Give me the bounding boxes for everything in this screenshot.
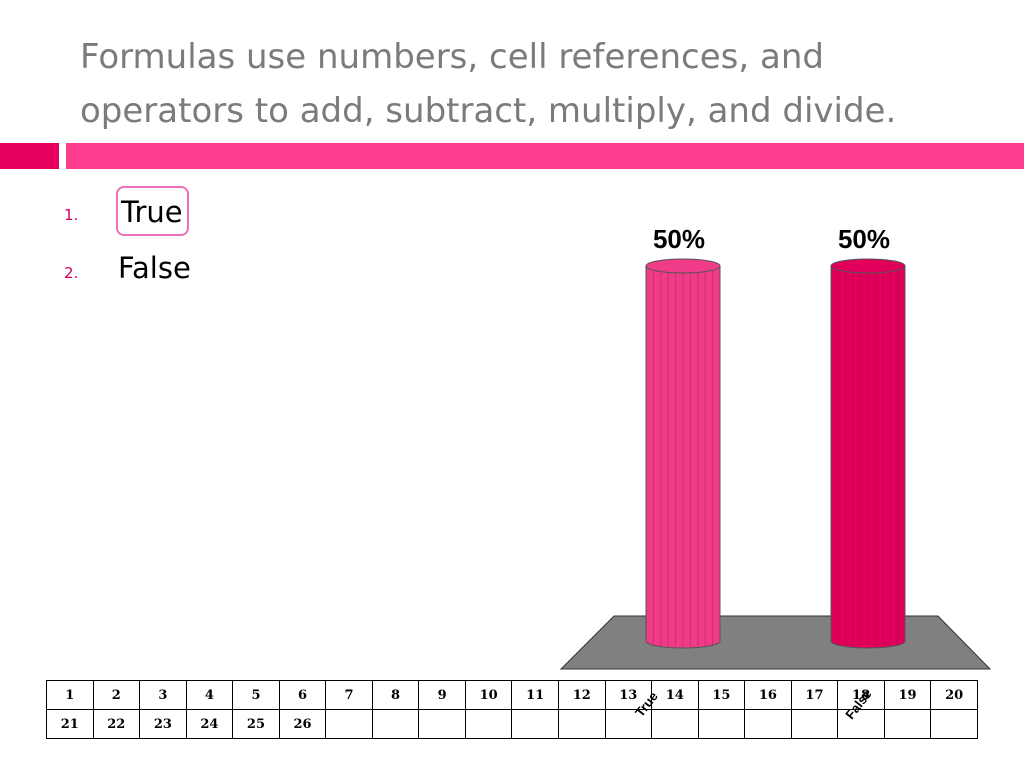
grid-cell (744, 709, 792, 739)
grid-cell: 22 (92, 709, 141, 739)
bar-value-label: 50% (838, 224, 890, 254)
grid-cell (930, 709, 978, 739)
bar-false (830, 265, 906, 649)
grid-cell (883, 709, 932, 739)
grid-cell (697, 709, 746, 739)
grid-row: 21 22 23 24 25 26 (46, 709, 978, 739)
grid-cell: 17 (790, 680, 839, 710)
answer-number: 1. (64, 206, 79, 224)
grid-cell: 19 (883, 680, 932, 710)
answer-number: 2. (64, 264, 79, 282)
grid-cell: 26 (278, 709, 327, 739)
answer-label: True (116, 186, 189, 236)
grid-cell (511, 709, 559, 739)
bar-true (645, 265, 721, 649)
grid-cell (371, 709, 420, 739)
grid-cell (837, 709, 885, 739)
bar-top-cap (645, 258, 721, 274)
grid-cell: 11 (511, 680, 559, 710)
response-grid: 1 2 3 4 5 6 7 8 9 10 11 12 13 14 15 16 17 18 19 20 21 22 23 24 2… (46, 680, 978, 739)
bar-value-label: 50% (653, 224, 705, 254)
grid-cell (790, 709, 839, 739)
grid-cell: 6 (278, 680, 327, 710)
grid-cell (604, 709, 653, 739)
slide-title: Formulas use numbers, cell references, a… (80, 37, 897, 131)
answer-label: False (118, 251, 191, 285)
grid-cell: 12 (557, 680, 606, 710)
grid-cell: 1 (46, 680, 94, 710)
grid-cell: 24 (185, 709, 234, 739)
grid-cell: 20 (930, 680, 978, 710)
grid-row: 1 2 3 4 5 6 7 8 9 10 11 12 13 14 15 16 17 18 19 20 (46, 680, 978, 710)
grid-cell: 13 (604, 680, 653, 710)
grid-cell: 18 (837, 680, 885, 710)
grid-cell (557, 709, 606, 739)
grid-cell: 3 (139, 680, 187, 710)
grid-cell: 9 (418, 680, 466, 710)
accent-bar-left (0, 143, 59, 169)
grid-cell: 25 (232, 709, 280, 739)
grid-cell: 15 (697, 680, 746, 710)
bar-top-cap (830, 258, 906, 274)
grid-cell (651, 709, 699, 739)
grid-cell: 23 (139, 709, 187, 739)
grid-cell: 7 (325, 680, 373, 710)
chart-floor (559, 615, 992, 670)
grid-cell: 21 (46, 709, 94, 739)
grid-cell: 10 (464, 680, 513, 710)
grid-cell (464, 709, 513, 739)
grid-cell: 14 (651, 680, 699, 710)
grid-cell: 2 (92, 680, 141, 710)
grid-cell: 4 (185, 680, 234, 710)
grid-cell: 16 (744, 680, 792, 710)
grid-cell (325, 709, 373, 739)
grid-cell: 5 (232, 680, 280, 710)
grid-cell: 8 (371, 680, 420, 710)
accent-bar-right (66, 143, 1024, 169)
grid-cell (418, 709, 466, 739)
